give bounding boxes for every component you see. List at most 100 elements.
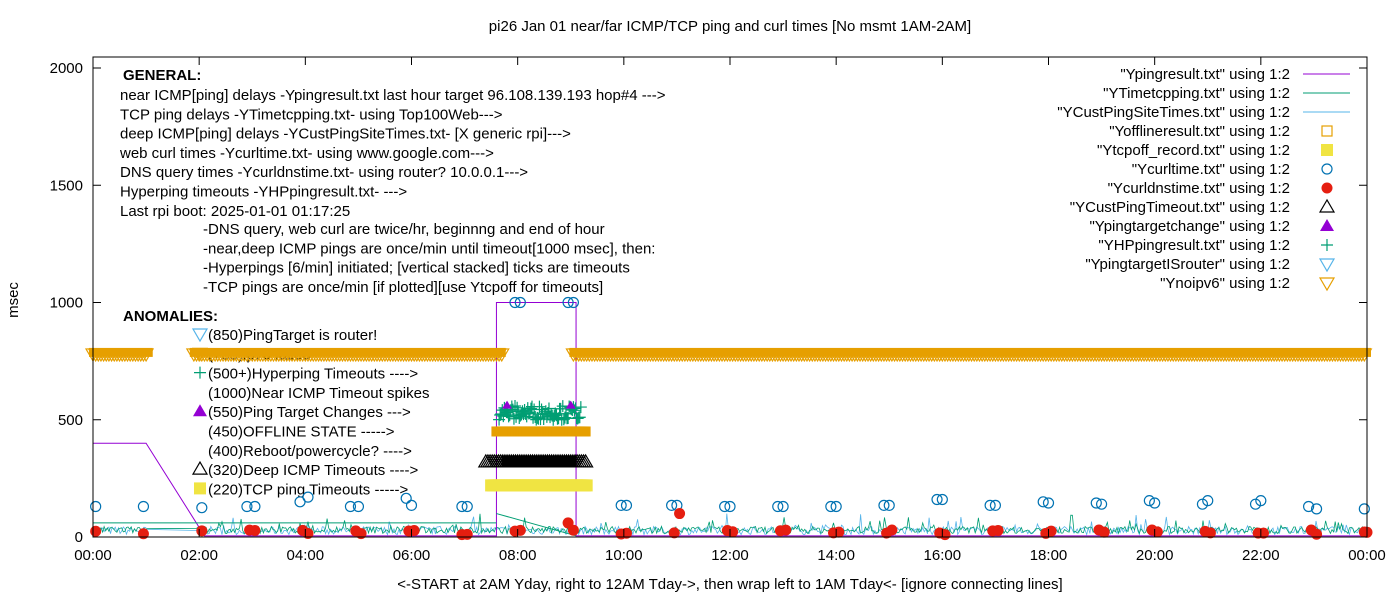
dns-point	[1151, 526, 1163, 538]
curl-point	[878, 499, 890, 511]
x-tick-label: 00:00	[74, 547, 112, 564]
pingtarget-change-marker	[565, 400, 576, 409]
dns-point	[461, 528, 473, 540]
noipv6-band	[89, 347, 153, 357]
offline-marker	[580, 426, 591, 437]
note-line: -TCP pings are once/min [if plotted][use…	[203, 279, 603, 296]
curl-point	[825, 500, 837, 513]
curl-point	[344, 500, 357, 513]
curl-point	[249, 500, 261, 513]
y-tick-label: 0	[75, 529, 83, 546]
x-tick-label: 22:00	[1242, 547, 1280, 564]
general-line: Hyperping timeouts -YHPpingresult.txt- -…	[120, 184, 407, 201]
x-tick-label: 12:00	[711, 547, 749, 564]
curl-point	[241, 500, 253, 513]
y-tick-label: 1000	[50, 295, 83, 312]
legend-label: "Ynoipv6" using 1:2	[1160, 275, 1290, 292]
curl-point	[1042, 497, 1055, 509]
curl-point	[666, 499, 678, 511]
curl-point	[1255, 495, 1267, 507]
anomaly-filled-triangle-icon	[193, 404, 207, 417]
curl-point	[1095, 498, 1108, 510]
y-axis-label: msec	[5, 282, 22, 318]
dns-point	[668, 527, 680, 539]
x-tick-label: 06:00	[393, 547, 431, 564]
curl-point	[567, 296, 580, 309]
curl-point	[400, 492, 412, 504]
anomaly-label: (320)Deep ICMP Timeouts ---->	[208, 462, 418, 479]
curl-point	[620, 499, 633, 511]
anomaly-open-triangle-icon	[191, 460, 209, 475]
noipv6-band	[569, 347, 1371, 357]
x-tick-label: 00:00	[1348, 547, 1386, 564]
legend-label: "YHPpingresult.txt" using 1:2	[1098, 237, 1290, 254]
dns-point	[355, 528, 367, 540]
hpping-marker	[509, 400, 522, 413]
pingtarget-change-marker	[502, 400, 513, 409]
plot-area	[84, 296, 1373, 541]
curl-point	[724, 500, 736, 513]
curl-point	[302, 491, 314, 503]
series-tcpping-segment	[93, 513, 577, 537]
dns-point	[1311, 528, 1323, 540]
dns-point	[1204, 527, 1216, 539]
hpping-marker	[554, 402, 567, 415]
curl-point	[1358, 503, 1370, 515]
curl-point	[90, 500, 102, 513]
legend-label: "YCustPingTimeout.txt" using 1:2	[1070, 199, 1290, 216]
legend-label: "YCustPingSiteTimes.txt" using 1:2	[1057, 104, 1290, 121]
dns-point	[886, 524, 898, 536]
x-tick-label: 14:00	[817, 547, 855, 564]
curl-point	[830, 500, 842, 513]
legend-label: "Ypingresult.txt" using 1:2	[1120, 66, 1290, 83]
legend-filled-circle-icon	[1321, 182, 1333, 194]
curl-point	[196, 502, 208, 514]
legend-open-down-triangle-icon	[1318, 258, 1336, 273]
deep-timeout-marker	[577, 453, 594, 468]
x-tick-label: 16:00	[924, 547, 962, 564]
anomaly-filled-square-icon	[194, 482, 206, 495]
general-line: Last rpi boot: 2025-01-01 01:17:25	[120, 203, 350, 220]
anomaly-label: (500+)Hyperping Timeouts ---->	[208, 366, 418, 383]
note-line: -DNS query, web curl are twice/hr, begin…	[203, 221, 605, 238]
hpping-marker	[507, 412, 520, 425]
dns-point	[196, 525, 208, 537]
legend-label: "Yofflineresult.txt" using 1:2	[1109, 123, 1290, 140]
curl-point	[772, 500, 784, 513]
curl-point	[989, 499, 1002, 511]
curl-point	[1202, 495, 1214, 507]
hpping-marker	[533, 400, 546, 413]
dns-point	[727, 526, 739, 538]
legend-label: "Ycurltime.txt" using 1:2	[1132, 161, 1290, 178]
dns-point	[674, 508, 686, 520]
hpping-marker	[524, 402, 537, 415]
curl-point	[1149, 497, 1161, 509]
y-tick-label: 500	[58, 412, 83, 429]
legend-plus-icon	[1321, 239, 1333, 251]
legend-label: "YpingtargetISrouter" using 1:2	[1085, 256, 1290, 273]
dns-point	[939, 529, 951, 541]
dns-point	[833, 526, 845, 538]
note-line: -Hyperpings [6/min] initiated; [vertical…	[203, 260, 630, 277]
dns-point	[567, 524, 579, 536]
hpping-marker	[568, 404, 581, 417]
x-tick-label: 04:00	[287, 547, 325, 564]
general-line: DNS query times -Ycurldnstime.txt- using…	[120, 164, 528, 181]
curl-point	[1090, 497, 1102, 509]
axes: 0 500 1000 1500 2000 00:00 02:00 04:00 06:00 08:0…	[50, 56, 1386, 564]
dns-point	[780, 524, 792, 536]
noipv6-band	[189, 347, 506, 357]
x-tick-label: 18:00	[1030, 547, 1068, 564]
anomaly-label: (450)OFFLINE STATE ----->	[208, 424, 395, 441]
legend-filled-triangle-icon	[1320, 219, 1334, 231]
x-axis-label: <-START at 2AM Yday, right to 12AM Tday-…	[397, 576, 1062, 593]
legend-open-triangle-icon	[1318, 198, 1336, 213]
hpping-marker	[574, 401, 587, 414]
hpping-marker	[571, 412, 584, 425]
legend-open-square-icon	[1321, 125, 1333, 137]
curl-point	[461, 500, 473, 513]
dns-point	[137, 528, 149, 540]
dns-point	[90, 525, 102, 537]
general-line: web curl times -Ycurltime.txt- using www…	[119, 145, 494, 162]
general-line: deep ICMP[ping] delays -YCustPingSiteTim…	[120, 126, 571, 143]
